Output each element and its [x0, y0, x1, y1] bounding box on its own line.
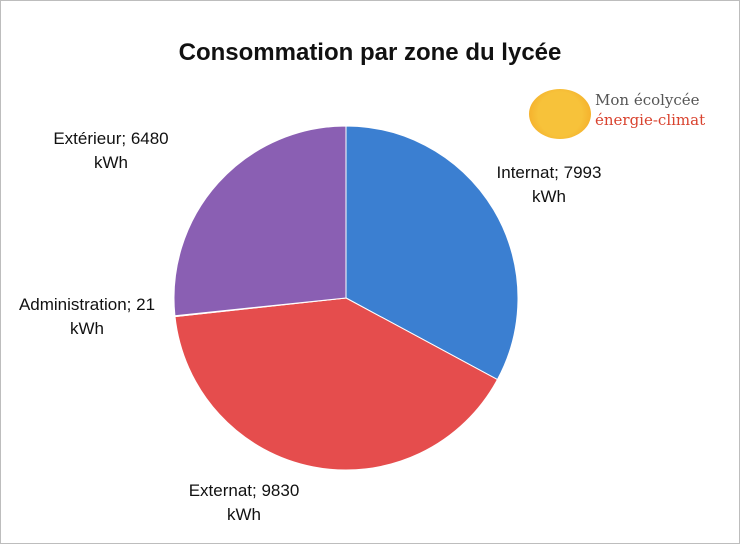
data-label: Internat; 7993 kWh: [496, 163, 602, 206]
logo-line1: Mon écolycée: [595, 91, 700, 109]
logo-sun: [529, 89, 591, 139]
logo-line2: énergie-climat: [595, 111, 706, 129]
data-label: Externat; 9830 kWh: [188, 481, 300, 524]
logo: Mon écolycée énergie-climat: [529, 83, 739, 143]
pie-slice: [174, 297, 499, 471]
data-label: Administration; 21 kWh: [18, 295, 156, 338]
chart-title: Consommation par zone du lycée: [178, 39, 562, 66]
pie-slice: [173, 125, 347, 317]
pie-slice: [345, 125, 519, 381]
data-label: Extérieur; 6480 kWh: [53, 129, 169, 172]
